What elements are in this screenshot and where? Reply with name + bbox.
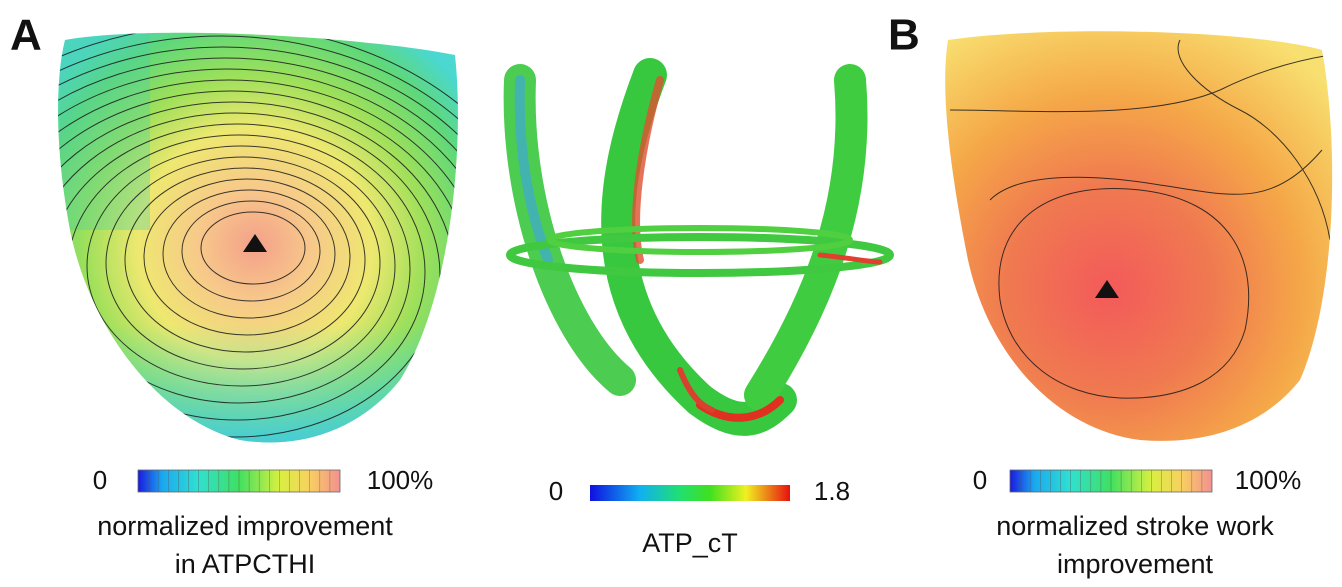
colorbar-min: 0 — [973, 465, 987, 495]
colorbar-max: 100% — [367, 465, 434, 495]
ribbons — [510, 75, 890, 419]
colorbar-b — [1010, 470, 1212, 492]
colorbar-a — [138, 470, 340, 492]
colorbar-atp — [590, 485, 790, 501]
figure: A 0 100% normalized improvement in ATPCT… — [0, 0, 1342, 587]
heart-b — [945, 31, 1332, 441]
caption: improvement — [1057, 549, 1214, 579]
colorbar-max: 1.8 — [814, 476, 850, 506]
colorbar-min: 0 — [93, 465, 107, 495]
caption: normalized stroke work — [996, 511, 1274, 541]
caption: normalized improvement — [97, 511, 393, 541]
caption: in ATPCTHI — [175, 549, 316, 579]
caption: ATP_cT — [642, 528, 738, 558]
panel-label: B — [888, 11, 920, 60]
panel-label: A — [10, 11, 42, 60]
colorbar-max: 100% — [1235, 465, 1302, 495]
colorbar-min: 0 — [549, 476, 563, 506]
